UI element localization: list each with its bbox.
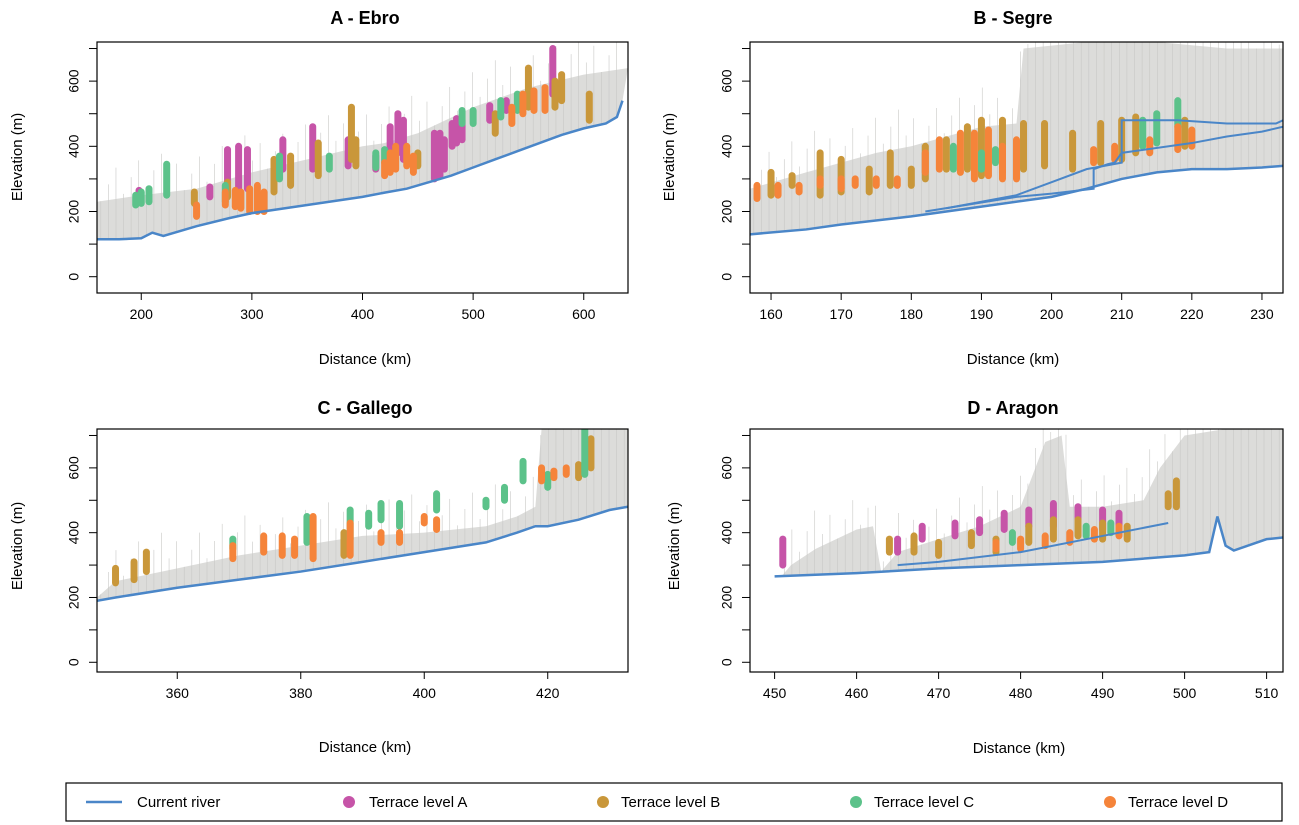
y-tick-label: 200	[719, 200, 735, 224]
panel-b-xlabel: Distance (km)	[967, 351, 1060, 368]
legend-item-terrace-c: Terrace level C	[850, 794, 974, 811]
y-tick-label: 600	[66, 456, 82, 480]
y-tick-label: 0	[719, 273, 735, 281]
x-tick-label: 360	[166, 685, 190, 701]
panel-a-xlabel: Distance (km)	[319, 351, 412, 368]
y-tick-label: 600	[719, 69, 735, 93]
legend-label-river: Current river	[137, 794, 220, 811]
y-tick-label: 400	[66, 521, 82, 545]
legend-item-terrace-a: Terrace level A	[343, 794, 467, 811]
river-branch-line	[925, 125, 1283, 213]
panel-a-plot-area: 0 200 400 600 200 300 400 500 600	[66, 41, 629, 322]
x-tick-label: 190	[970, 306, 994, 322]
x-tick-label: 200	[1040, 306, 1064, 322]
panel-b-data	[750, 42, 1283, 236]
legend-terrace-c-marker	[850, 796, 862, 808]
legend-item-terrace-b: Terrace level B	[597, 794, 720, 811]
x-tick-label: 400	[351, 306, 375, 322]
panel-c-data	[97, 429, 628, 602]
x-tick-label: 500	[1173, 685, 1197, 701]
river-line	[750, 164, 1283, 236]
x-tick-label: 420	[536, 685, 560, 701]
panel-d-xlabel: Distance (km)	[973, 740, 1066, 757]
panel-c-xlabel: Distance (km)	[319, 739, 412, 756]
panel-c-ylabel: Elevation (m)	[9, 502, 26, 590]
panel-d-title: D - Aragon	[967, 398, 1058, 418]
panel-a-data	[97, 42, 628, 241]
river-branch-line	[946, 119, 1283, 210]
legend-terrace-d-marker	[1104, 796, 1116, 808]
y-tick-label: 600	[719, 456, 735, 480]
legend-box	[65, 782, 1283, 822]
x-tick-label: 470	[927, 685, 951, 701]
x-tick-label: 180	[900, 306, 924, 322]
panel-b-title: B - Segre	[973, 8, 1052, 28]
y-tick-label: 600	[66, 69, 82, 93]
x-tick-label: 500	[461, 306, 485, 322]
river-branch-line	[897, 521, 1169, 567]
y-tick-label: 0	[66, 273, 82, 281]
x-tick-label: 490	[1091, 685, 1115, 701]
legend-terrace-b-marker	[597, 796, 609, 808]
x-tick-label: 200	[130, 306, 154, 322]
panel-c-title: C - Gallego	[317, 398, 412, 418]
panel-a: A - Ebro Distance (km) Elevation (m) 0 20…	[9, 8, 629, 368]
y-tick-label: 200	[719, 586, 735, 610]
panel-b: B - Segre Distance (km) Elevation (m) 0 2…	[661, 8, 1284, 368]
panel-c: C - Gallego Distance (km) Elevation (m) …	[9, 398, 629, 756]
x-tick-label: 220	[1180, 306, 1204, 322]
river-line	[97, 505, 628, 602]
panel-b-ylabel: Elevation (m)	[661, 113, 678, 201]
valley-envelope	[774, 429, 1283, 577]
x-tick-label: 230	[1250, 306, 1274, 322]
plot-frame	[749, 428, 1284, 673]
legend-label-terrace-c: Terrace level C	[874, 794, 974, 811]
y-tick-label: 400	[66, 134, 82, 158]
y-tick-label: 400	[719, 521, 735, 545]
panel-d: D - Aragon Distance (km) Elevation (m) 0…	[666, 398, 1284, 757]
y-tick-label: 200	[66, 200, 82, 224]
legend-item-terrace-d: Terrace level D	[1104, 794, 1228, 811]
y-tick-label: 200	[66, 586, 82, 610]
panel-d-data	[774, 429, 1283, 578]
x-tick-label: 160	[759, 306, 783, 322]
panel-d-plot-area: 0 200 400 600 450 460 470 480 490 500 510	[719, 428, 1284, 701]
legend-item-river: Current river	[86, 794, 220, 811]
plot-frame	[749, 41, 1284, 294]
legend-terrace-a-marker	[343, 796, 355, 808]
panel-a-ylabel: Elevation (m)	[9, 113, 26, 201]
x-tick-label: 450	[763, 685, 787, 701]
x-tick-label: 600	[572, 306, 596, 322]
river-line	[774, 516, 1283, 578]
x-tick-label: 480	[1009, 685, 1033, 701]
y-tick-label: 0	[66, 658, 82, 666]
legend-label-terrace-a: Terrace level A	[369, 794, 467, 811]
x-tick-label: 510	[1255, 685, 1279, 701]
panel-b-plot-area: 0 200 400 600 160 170 180 190 200 210 220 230	[719, 41, 1284, 322]
plot-frame	[96, 428, 629, 673]
y-tick-label: 400	[719, 134, 735, 158]
river-line	[97, 100, 624, 241]
y-tick-label: 0	[719, 658, 735, 666]
x-tick-label: 300	[240, 306, 264, 322]
panel-c-plot-area: 0 200 400 600 360 380 400 420	[66, 428, 629, 701]
panel-a-title: A - Ebro	[330, 8, 399, 28]
panel-d-ylabel: Elevation (m)	[666, 502, 683, 590]
legend: Current river Terrace level A Terrace le…	[65, 782, 1283, 822]
legend-label-terrace-d: Terrace level D	[1128, 794, 1228, 811]
x-tick-label: 400	[413, 685, 437, 701]
x-tick-label: 460	[845, 685, 869, 701]
x-tick-label: 170	[829, 306, 853, 322]
x-tick-label: 380	[289, 685, 313, 701]
x-tick-label: 210	[1110, 306, 1134, 322]
legend-label-terrace-b: Terrace level B	[621, 794, 720, 811]
